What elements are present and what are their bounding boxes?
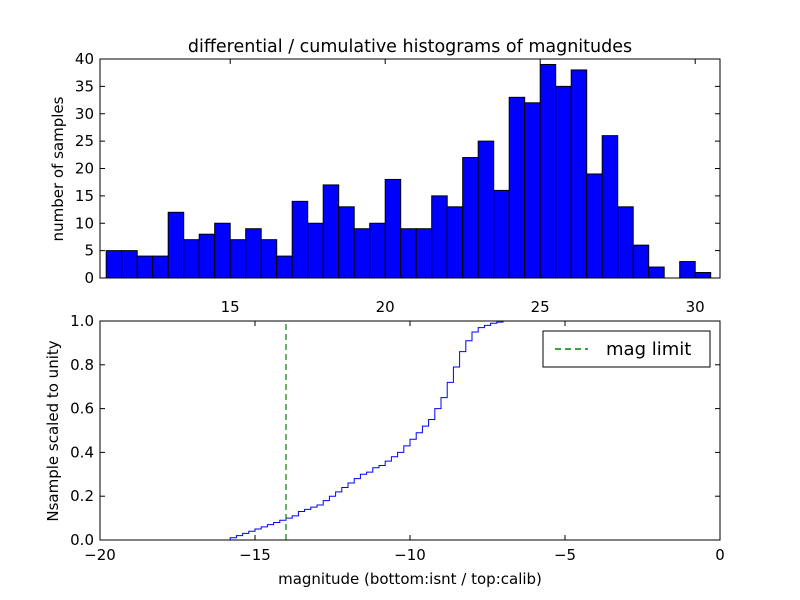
histogram-bar bbox=[245, 228, 262, 279]
bottom-ticks: −20 −15 −10 −5 0 0.0 0.2 0.4 0.6 0.8 1.0 bbox=[70, 312, 725, 564]
y-tick-label: 0.4 bbox=[70, 443, 94, 461]
histogram-bar bbox=[369, 222, 386, 279]
x-tick-label: −5 bbox=[554, 546, 576, 564]
y-tick-label: 40 bbox=[75, 50, 94, 68]
y-tick-label: 1.0 bbox=[70, 312, 94, 330]
histogram-bar bbox=[679, 261, 696, 279]
legend: mag limit bbox=[542, 330, 711, 368]
histogram-bar bbox=[601, 135, 619, 279]
histogram-bar bbox=[415, 228, 433, 279]
histogram-bar bbox=[198, 233, 216, 279]
histogram-bar bbox=[229, 239, 247, 279]
histogram-bar bbox=[555, 85, 572, 279]
x-tick-label: 25 bbox=[531, 298, 550, 316]
y-tick-label: 0.0 bbox=[70, 531, 94, 549]
bottom-axes-frame bbox=[99, 320, 721, 541]
bottom-x-axis-label: magnitude (bottom:isnt / top:calib) bbox=[278, 570, 542, 588]
y-tick-label: 15 bbox=[75, 187, 94, 205]
histogram-bar bbox=[446, 206, 464, 279]
histogram-bar bbox=[322, 184, 340, 279]
histogram-bar bbox=[400, 228, 417, 279]
x-tick-label: 20 bbox=[376, 298, 395, 316]
histogram-bar bbox=[462, 157, 479, 279]
bottom-y-axis-label: Nsample scaled to unity bbox=[44, 340, 62, 521]
histogram-bar bbox=[570, 69, 588, 279]
y-tick-label: 0.2 bbox=[70, 487, 94, 505]
top-ticks: 15 20 25 30 0 5 10 15 20 25 30 35 40 bbox=[75, 50, 720, 316]
y-tick-label: 0 bbox=[84, 269, 94, 287]
histogram-bar bbox=[632, 244, 650, 279]
y-tick-label: 20 bbox=[75, 160, 94, 178]
histogram-bar bbox=[152, 255, 169, 279]
histogram-bar bbox=[136, 255, 154, 279]
y-tick-label: 5 bbox=[84, 242, 94, 260]
histogram-plot: differential / cumulative histograms of … bbox=[49, 37, 721, 316]
histogram-bar bbox=[260, 239, 278, 279]
histogram-bar bbox=[493, 189, 510, 279]
histogram-bar bbox=[539, 63, 557, 279]
histogram-bar bbox=[214, 222, 231, 279]
x-tick-label: 30 bbox=[686, 298, 705, 316]
top-y-axis-label: number of samples bbox=[49, 96, 67, 241]
cumulative-plot: magnitude (bottom:isnt / top:calib) Nsam… bbox=[44, 312, 725, 588]
top-axes-frame bbox=[99, 58, 721, 279]
histogram-bar bbox=[307, 222, 324, 279]
x-tick-label: −15 bbox=[239, 546, 271, 564]
chart-title: differential / cumulative histograms of … bbox=[188, 37, 632, 57]
histogram-bar bbox=[508, 96, 526, 279]
y-tick-label: 35 bbox=[75, 77, 94, 95]
y-tick-label: 10 bbox=[75, 214, 94, 232]
histogram-bar bbox=[384, 178, 402, 279]
histogram-bars bbox=[105, 63, 712, 279]
x-tick-label: −10 bbox=[394, 546, 426, 564]
histogram-bar bbox=[431, 195, 448, 279]
histogram-bar bbox=[694, 272, 712, 279]
histogram-bar bbox=[648, 266, 665, 279]
x-tick-label: 15 bbox=[221, 298, 240, 316]
histogram-bar bbox=[121, 250, 138, 279]
cumulative-line bbox=[100, 320, 720, 541]
histogram-bar bbox=[353, 228, 371, 279]
histogram-bar bbox=[167, 211, 185, 279]
x-tick-label: 0 bbox=[715, 546, 725, 564]
y-tick-label: 25 bbox=[75, 132, 94, 150]
y-tick-label: 0.8 bbox=[70, 356, 94, 374]
histogram-bar bbox=[183, 239, 200, 279]
histogram-bar bbox=[524, 102, 541, 279]
y-tick-label: 30 bbox=[75, 105, 94, 123]
legend-label: mag limit bbox=[606, 339, 691, 360]
histogram-bar bbox=[105, 250, 123, 279]
histogram-bar bbox=[477, 140, 495, 279]
histogram-bar bbox=[617, 206, 634, 279]
histogram-bar bbox=[276, 255, 293, 279]
histogram-bar bbox=[291, 200, 309, 279]
x-tick-label: −20 bbox=[84, 546, 116, 564]
histogram-bar bbox=[586, 173, 603, 279]
histogram-bar bbox=[338, 206, 355, 279]
y-tick-label: 0.6 bbox=[70, 400, 94, 418]
